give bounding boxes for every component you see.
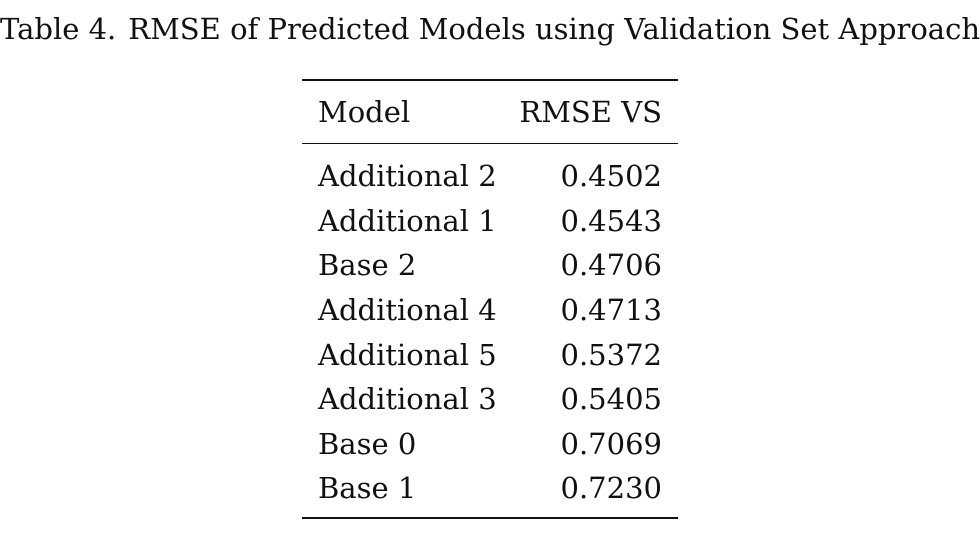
row-model: Base 1 (318, 471, 417, 506)
table-header-row: Model RMSE VS (302, 80, 678, 144)
table-row: Additional 1 0.4543 (302, 199, 678, 244)
row-rmse: 0.4543 (560, 203, 662, 238)
header-model: Model (318, 95, 411, 129)
row-rmse: 0.7069 (560, 426, 662, 461)
row-model: Additional 4 (318, 293, 497, 328)
table-row: Base 0 0.7069 (302, 422, 678, 467)
row-rmse: 0.4502 (560, 159, 662, 194)
rmse-table-container: Model RMSE VS Additional 2 0.4502 Additi… (302, 79, 678, 519)
table-row: Additional 2 0.4502 (302, 144, 678, 199)
row-rmse: 0.5372 (560, 337, 662, 372)
table-row: Base 2 0.4706 (302, 243, 678, 288)
row-rmse: 0.5405 (560, 382, 662, 417)
table-row: Base 1 0.7230 (302, 466, 678, 518)
row-model: Additional 3 (318, 382, 497, 417)
table-row: Additional 5 0.5372 (302, 332, 678, 377)
table-caption-text: RMSE of Predicted Models using Validatio… (128, 12, 980, 46)
table-body: Additional 2 0.4502 Additional 1 0.4543 … (302, 144, 678, 518)
row-rmse: 0.4706 (560, 248, 662, 283)
row-rmse: 0.7230 (560, 471, 662, 506)
header-rmse-vs: RMSE VS (519, 95, 662, 129)
row-model: Additional 2 (318, 159, 497, 194)
row-model: Additional 1 (318, 203, 497, 238)
row-model: Additional 5 (318, 337, 497, 372)
row-rmse: 0.4713 (560, 293, 662, 328)
table-row: Additional 4 0.4713 (302, 288, 678, 333)
row-model: Base 2 (318, 248, 417, 283)
table-caption: Table 4. RMSE of Predicted Models using V… (0, 12, 980, 46)
table-row: Additional 3 0.5405 (302, 377, 678, 422)
row-model: Base 0 (318, 426, 417, 461)
table-caption-label: Table 4. (0, 12, 117, 46)
rmse-table: Model RMSE VS Additional 2 0.4502 Additi… (302, 79, 678, 519)
